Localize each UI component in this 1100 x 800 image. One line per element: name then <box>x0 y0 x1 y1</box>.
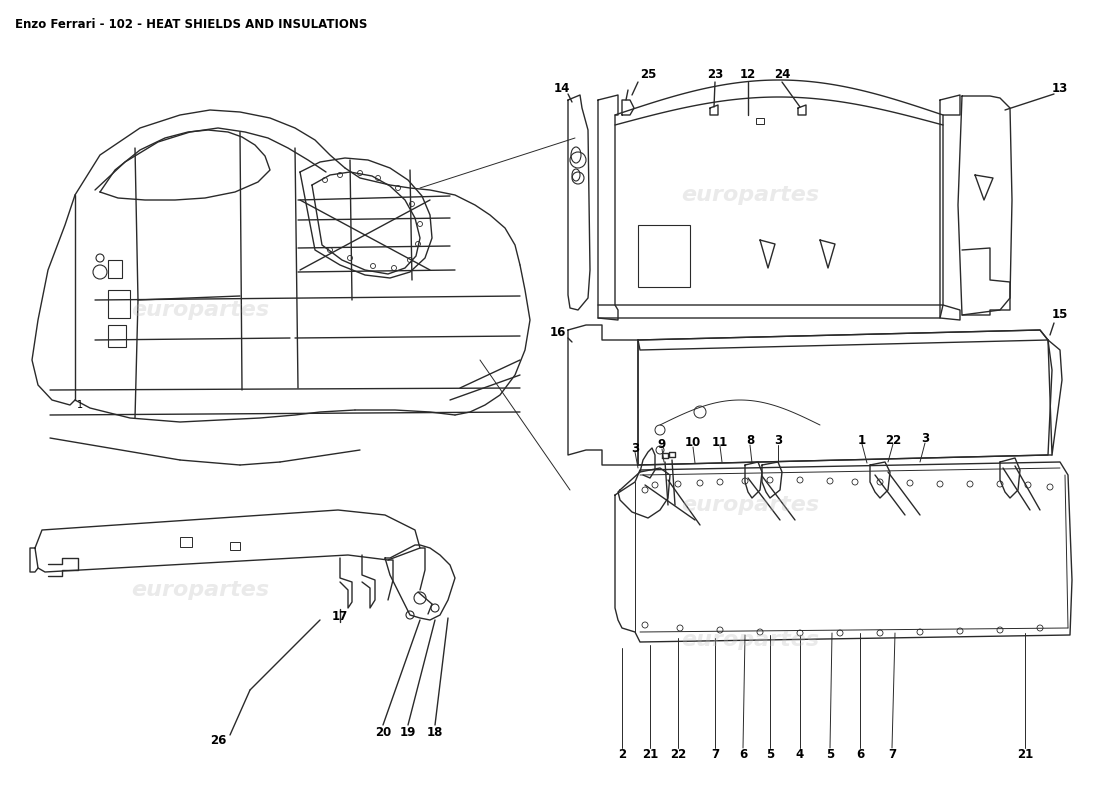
Text: 24: 24 <box>773 69 790 82</box>
Text: 8: 8 <box>746 434 755 447</box>
Text: 1: 1 <box>77 400 84 410</box>
Text: europartes: europartes <box>681 495 820 515</box>
Text: 22: 22 <box>670 749 686 762</box>
Bar <box>638 225 690 287</box>
Text: Enzo Ferrari - 102 - HEAT SHIELDS AND INSULATIONS: Enzo Ferrari - 102 - HEAT SHIELDS AND IN… <box>15 18 367 31</box>
Text: 7: 7 <box>888 749 896 762</box>
Text: 16: 16 <box>550 326 566 339</box>
Text: 22: 22 <box>884 434 901 446</box>
Text: 21: 21 <box>1016 749 1033 762</box>
Text: 11: 11 <box>712 435 728 449</box>
Bar <box>108 325 126 347</box>
Text: 23: 23 <box>707 69 723 82</box>
Bar <box>180 537 192 547</box>
Text: 26: 26 <box>210 734 227 746</box>
Text: 9: 9 <box>658 438 667 451</box>
Text: 6: 6 <box>856 749 865 762</box>
Text: 21: 21 <box>642 749 658 762</box>
Text: 1: 1 <box>858 434 866 446</box>
Text: 5: 5 <box>826 749 834 762</box>
Text: 19: 19 <box>399 726 416 739</box>
Text: europartes: europartes <box>681 185 820 205</box>
Text: 14: 14 <box>553 82 570 94</box>
Text: 13: 13 <box>1052 82 1068 94</box>
Text: 2: 2 <box>618 749 626 762</box>
Text: europartes: europartes <box>681 630 820 650</box>
Bar <box>108 290 130 318</box>
Text: 18: 18 <box>427 726 443 739</box>
Text: 5: 5 <box>766 749 774 762</box>
Text: europartes: europartes <box>131 300 270 320</box>
Text: 6: 6 <box>739 749 747 762</box>
Bar <box>756 118 764 124</box>
Text: 4: 4 <box>796 749 804 762</box>
Bar <box>230 542 240 550</box>
Text: 10: 10 <box>685 437 701 450</box>
Text: 25: 25 <box>640 69 657 82</box>
Text: 3: 3 <box>631 442 639 454</box>
Text: 3: 3 <box>774 434 782 447</box>
Text: 15: 15 <box>1052 309 1068 322</box>
Bar <box>108 260 122 278</box>
Text: 12: 12 <box>740 69 756 82</box>
Text: 17: 17 <box>332 610 348 623</box>
Text: europartes: europartes <box>131 580 270 600</box>
Text: 7: 7 <box>711 749 719 762</box>
Text: 3: 3 <box>921 433 929 446</box>
Text: 20: 20 <box>375 726 392 739</box>
